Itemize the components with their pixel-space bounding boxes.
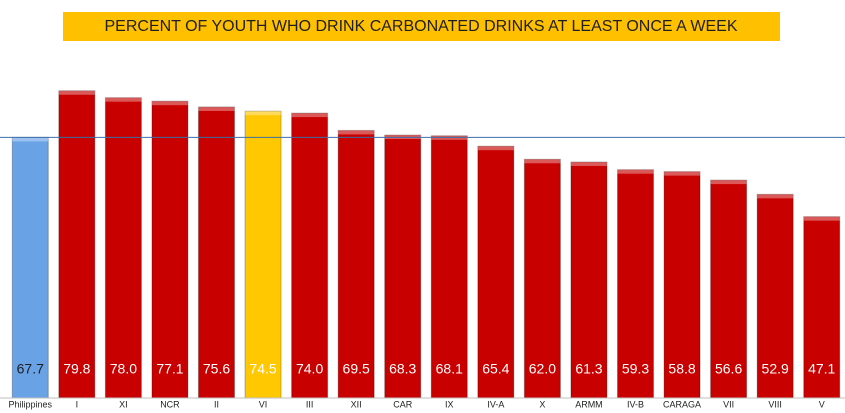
value-label: 69.5 [343,361,370,377]
x-tick-label: X [539,399,545,409]
chart-title: PERCENT OF YOUTH WHO DRINK CARBONATED DR… [105,18,738,35]
bar-highlight [12,137,49,142]
bar-highlight [105,97,142,102]
bar [291,112,329,399]
value-label: 52.9 [762,361,789,377]
bar-highlight [570,161,607,166]
x-tick-label: IV-A [487,399,504,409]
value-label: 58.8 [668,361,695,377]
bar-highlight [198,106,235,111]
x-tick-label: II [214,399,219,409]
bar [198,106,235,399]
x-tick-label: XII [351,399,362,409]
bar [430,135,468,399]
bar [663,171,701,399]
bar [384,134,422,399]
value-label: 67.7 [17,361,44,377]
x-tick-label: Philippines [9,399,53,409]
value-label: 62.0 [529,361,556,377]
x-tick-label: IV-B [627,399,644,409]
value-label: 68.3 [389,361,416,377]
title-box [63,12,780,41]
x-tick-label: CARAGA [663,399,701,409]
bar [58,90,96,399]
bar-highlight [338,130,375,135]
bar [803,216,841,399]
bar-highlight [617,169,654,174]
x-tick-label: VII [723,399,734,409]
bar [756,193,794,399]
x-tick-label: VIII [768,399,782,409]
bar-highlight [757,194,794,199]
bar-highlight [803,216,840,221]
bar [710,179,748,399]
bar-highlight [151,101,188,106]
bar [570,161,608,399]
value-label: 68.1 [436,361,463,377]
x-tick-label: VI [259,399,268,409]
x-tick-label: NCR [160,399,180,409]
x-tick-label: CAR [393,399,413,409]
x-tick-label: III [306,399,314,409]
value-label: 74.0 [296,361,323,377]
bar [337,129,375,399]
value-label: 56.6 [715,361,742,377]
value-label: 65.4 [482,361,509,377]
bar [104,97,142,399]
bar-highlight [58,90,95,95]
bar-highlight [524,159,561,164]
value-label: 61.3 [575,361,602,377]
bar-highlight [664,171,701,176]
value-label: 75.6 [203,361,230,377]
bar [523,158,561,399]
value-label: 74.5 [249,361,276,377]
bar [11,136,49,399]
bar-highlight [291,113,328,118]
x-tick-label: V [819,399,825,409]
bar-highlight [477,146,514,151]
x-tick-label: IX [445,399,454,409]
bar-highlight [245,111,282,116]
bar [151,100,189,399]
value-label: 47.1 [808,361,835,377]
value-label: 79.8 [63,361,90,377]
x-tick-label: ARMM [575,399,603,409]
value-label: 59.3 [622,361,649,377]
bar [244,110,282,399]
value-label: 77.1 [156,361,183,377]
x-tick-label: XI [119,399,128,409]
x-tick-label: I [76,399,79,409]
bar [617,169,654,399]
value-label: 78.0 [110,361,137,377]
bar-highlight [710,180,747,185]
bar [477,145,515,399]
